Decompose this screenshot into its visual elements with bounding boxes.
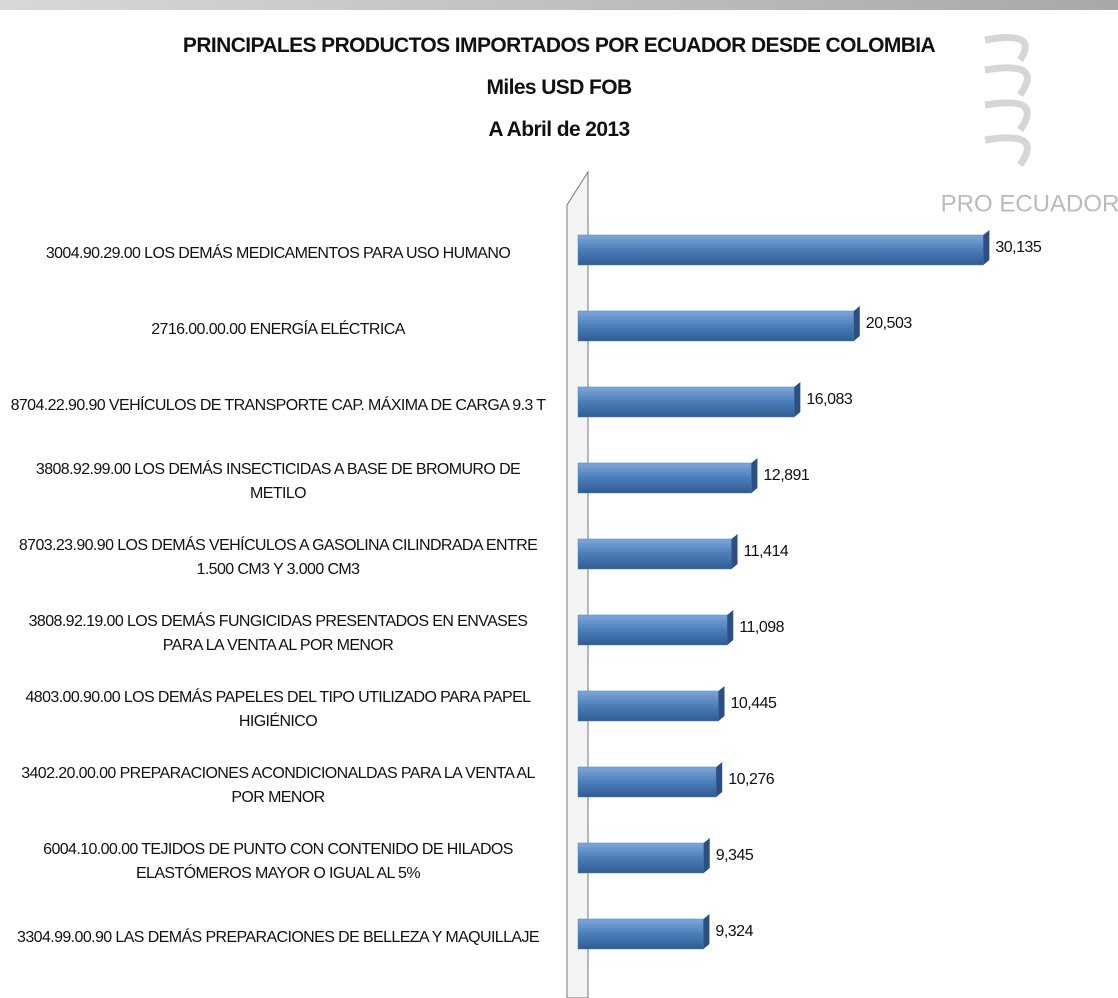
bar xyxy=(577,310,855,342)
bar-end xyxy=(703,838,710,873)
value-label: 10,445 xyxy=(731,695,778,712)
bar xyxy=(577,386,795,418)
value-label: 11,098 xyxy=(739,619,784,636)
bar xyxy=(577,690,719,722)
category-label: 8704.22.90.90 VEHÍCULOS DE TRANSPORTE CA… xyxy=(10,397,546,414)
value-label: 10,276 xyxy=(728,771,775,788)
bar-end xyxy=(716,762,723,797)
bar xyxy=(577,842,704,874)
value-label: 20,503 xyxy=(866,315,913,332)
bar-end xyxy=(703,914,710,949)
chart-subtitle: Miles USD FOB xyxy=(486,76,632,99)
category-label: 6004.10.00.00 TEJIDOS DE PUNTO CON CONTE… xyxy=(43,841,513,882)
category-label: 3402.20.00.00 PREPARACIONES ACONDICIONAL… xyxy=(21,765,535,806)
value-label: 9,324 xyxy=(715,923,753,940)
bar-end xyxy=(794,382,801,417)
bar-end xyxy=(727,610,734,645)
bar-end xyxy=(751,458,758,493)
category-label: 8703.23.90.90 LOS DEMÁS VEHÍCULOS A GASO… xyxy=(18,537,538,578)
logo-swoosh xyxy=(984,34,1031,168)
bar-end xyxy=(853,306,860,341)
bar xyxy=(577,538,732,570)
axis-wall xyxy=(566,170,589,998)
value-label: 30,135 xyxy=(995,239,1042,256)
watermark: PRO ECUADOR xyxy=(941,190,1118,217)
category-label: 3004.90.29.00 LOS DEMÁS MEDICAMENTOS PAR… xyxy=(45,245,511,262)
bar xyxy=(577,614,728,646)
category-label: 4803.00.90.00 LOS DEMÁS PAPELES DEL TIPO… xyxy=(25,689,532,730)
bar xyxy=(577,234,984,266)
category-label: 3304.99.00.90 LAS DEMÁS PREPARACIONES DE… xyxy=(17,929,539,946)
bar-end xyxy=(731,534,738,569)
bar-end xyxy=(983,230,990,265)
category-label: 3808.92.99.00 LOS DEMÁS INSECTICIDAS A B… xyxy=(35,461,521,502)
value-label: 16,083 xyxy=(806,391,853,408)
bar-end xyxy=(718,686,725,721)
chart-title: PRINCIPALES PRODUCTOS IMPORTADOS POR ECU… xyxy=(182,34,936,57)
value-label: 11,414 xyxy=(744,543,789,560)
value-label: 12,891 xyxy=(763,467,810,484)
bar xyxy=(577,766,717,798)
bar xyxy=(577,918,704,950)
top-band xyxy=(0,0,1118,10)
category-label: 2716.00.00.00 ENERGÍA ELÉCTRICA xyxy=(151,321,405,338)
value-label: 9,345 xyxy=(716,847,754,864)
category-label: 3808.92.19.00 LOS DEMÁS FUNGICIDAS PRESE… xyxy=(28,613,528,654)
date-note: A Abril de 2013 xyxy=(488,118,630,141)
bar xyxy=(577,462,752,494)
